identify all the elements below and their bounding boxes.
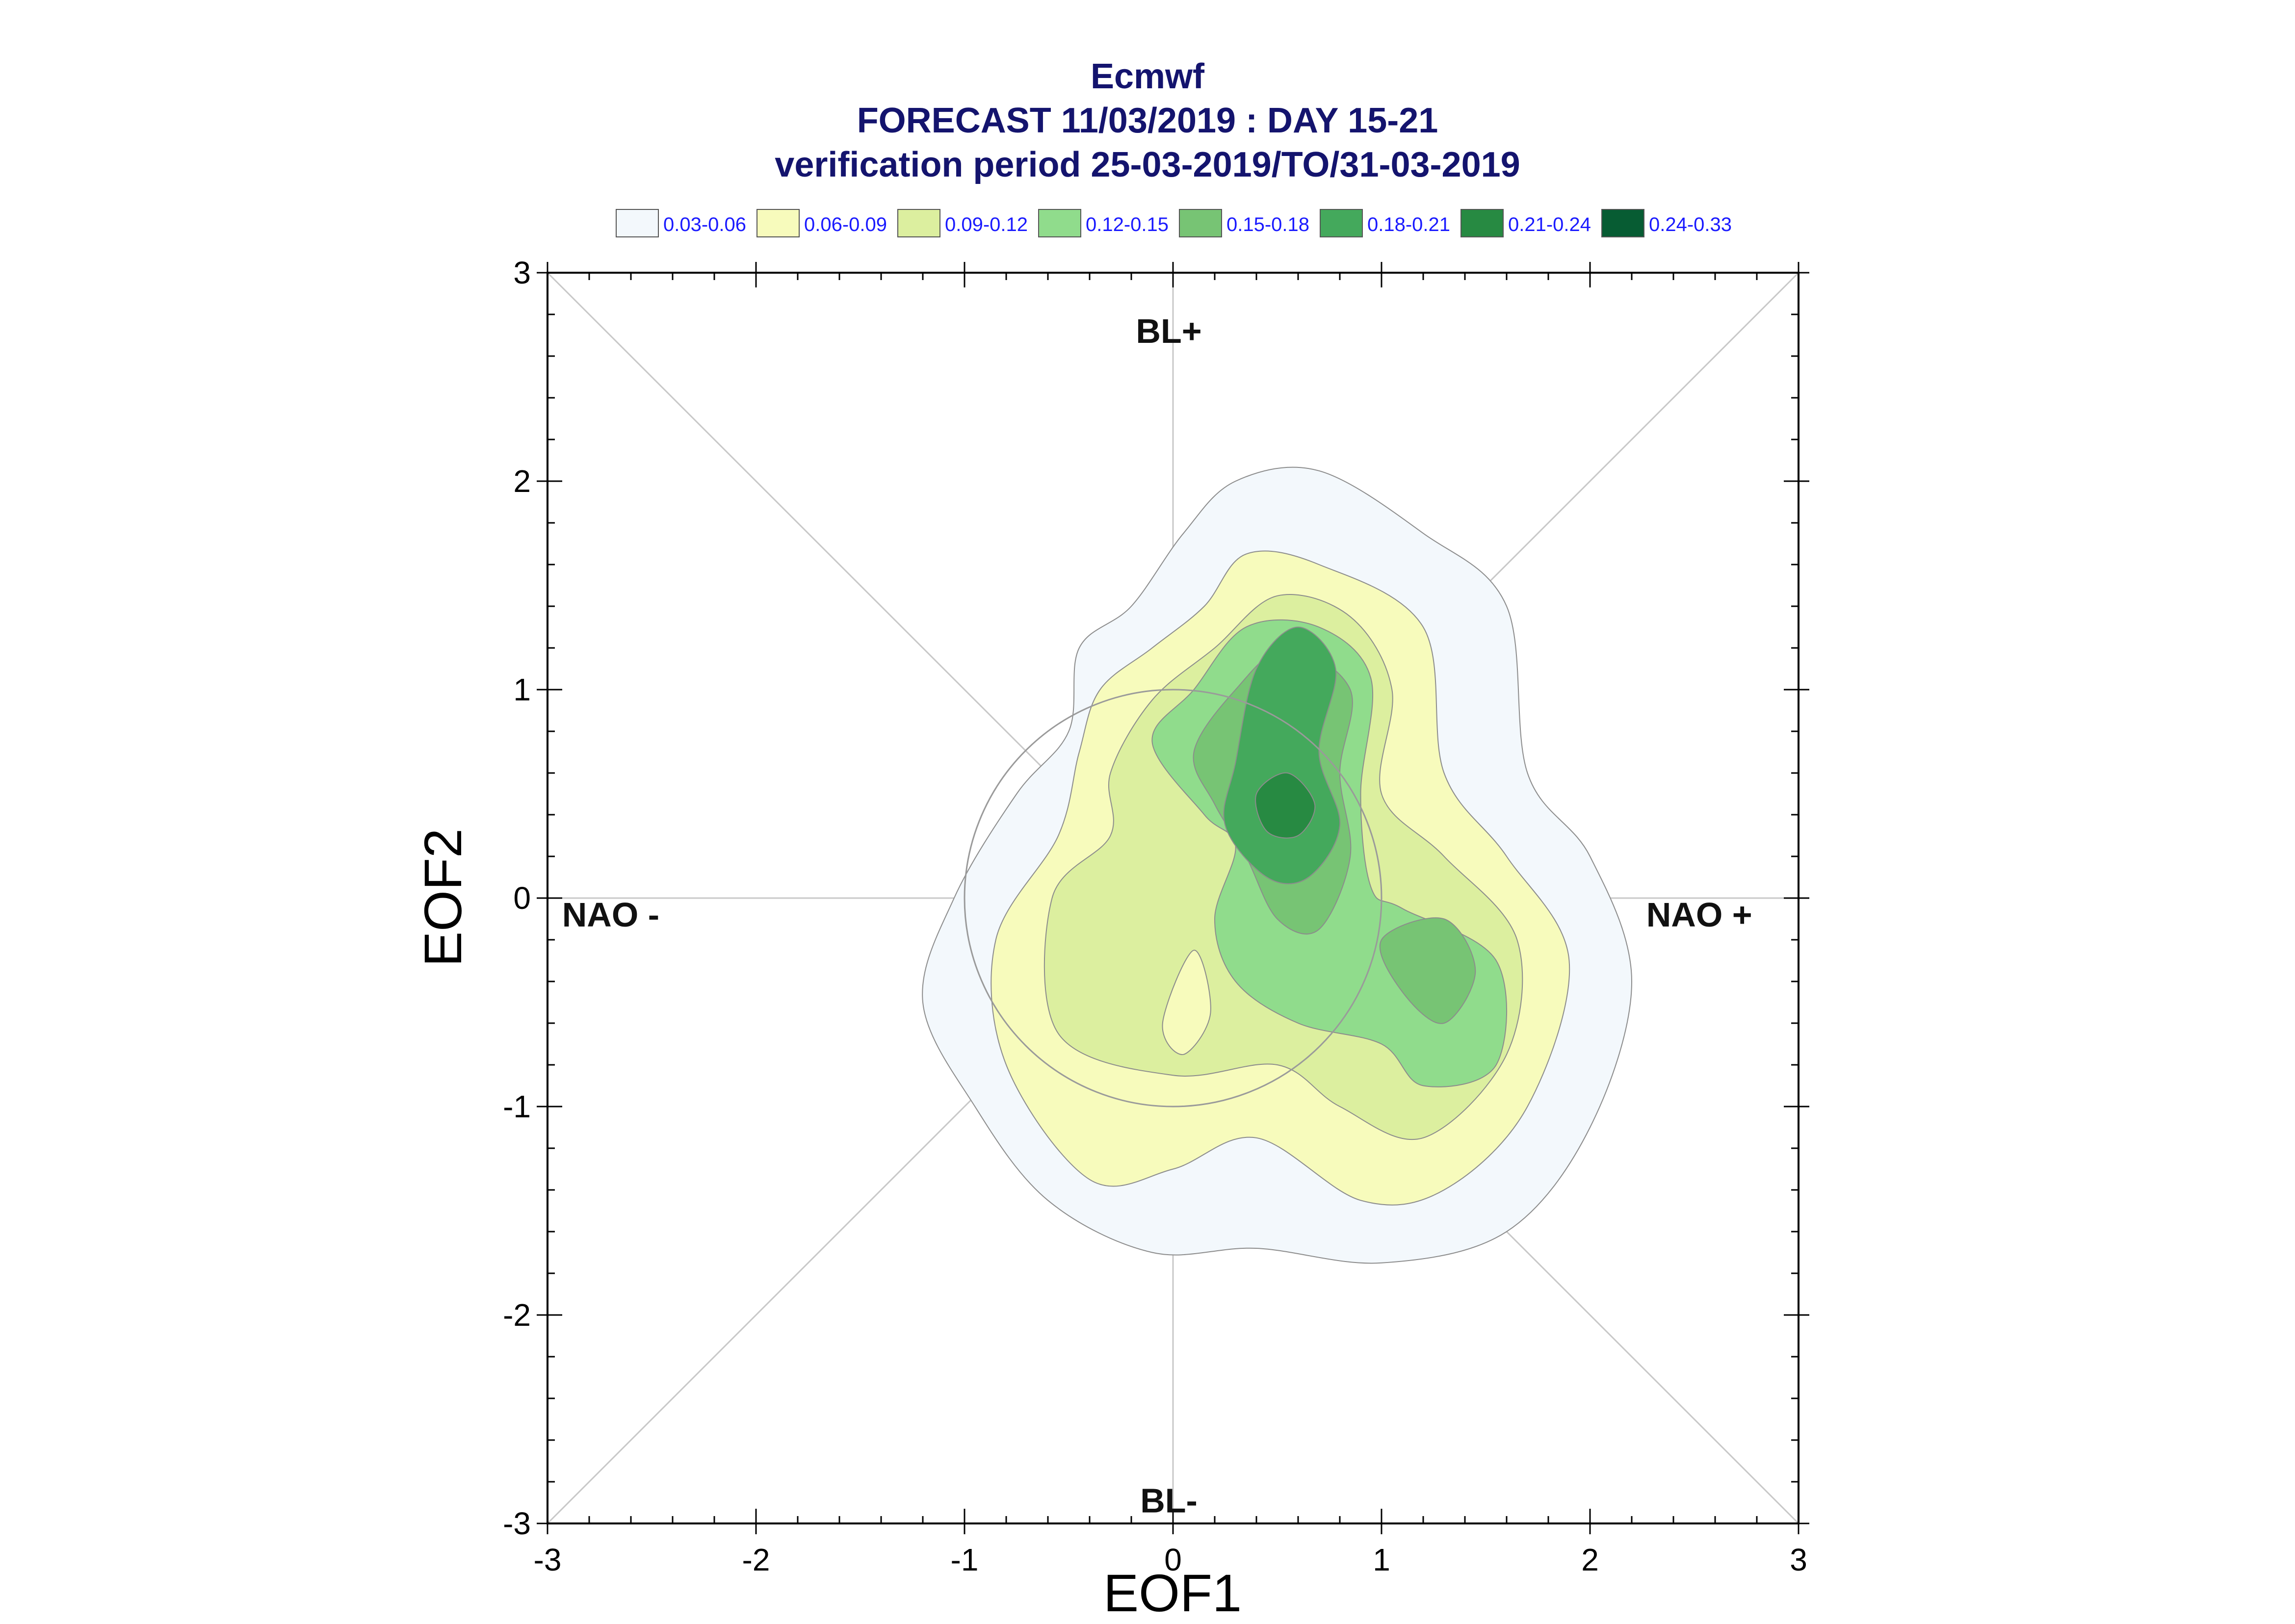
legend-swatch [1460, 209, 1504, 237]
x-tick-label: 3 [1790, 1542, 1807, 1577]
legend-label: 0.03-0.06 [663, 214, 746, 235]
y-tick-label: -1 [503, 1089, 531, 1124]
plot-area: -3 -2 -1 0 1 2 3 -3 -2 -1 0 1 2 3 BL+ BL- NAO - NAO + [503, 255, 1809, 1577]
legend-swatch [756, 209, 800, 237]
region-label-top: BL+ [1136, 312, 1201, 350]
contour-level [1379, 917, 1476, 1024]
legend-swatch [616, 209, 659, 237]
legend-swatch [1179, 209, 1222, 237]
x-tick-label: -3 [534, 1542, 562, 1577]
reference-circle [964, 689, 1382, 1108]
region-label-left: NAO - [562, 896, 659, 934]
legend: 0.03-0.06 0.06-0.09 0.09-0.12 0.12-0.15 0.15… [616, 209, 1732, 237]
contour-level [1255, 772, 1316, 839]
chart-subtitle: FORECAST 11/03/2019 : DAY 15-21 [857, 101, 1438, 140]
legend-label: 0.21-0.24 [1508, 214, 1591, 235]
y-tick-label: 0 [513, 880, 531, 916]
region-label-bottom: BL- [1140, 1481, 1198, 1520]
legend-label: 0.09-0.12 [945, 214, 1028, 235]
y-tick-label: 2 [513, 464, 531, 499]
chart-subtitle-2: verification period 25-03-2019/TO/31-03-… [775, 145, 1520, 184]
legend-label: 0.18-0.21 [1367, 214, 1450, 235]
y-tick-label: 3 [513, 255, 531, 290]
legend-label: 0.06-0.09 [804, 214, 887, 235]
legend-swatch [897, 209, 940, 237]
x-tick-label: -1 [951, 1542, 979, 1577]
x-tick-label: 1 [1373, 1542, 1390, 1577]
legend-label: 0.15-0.18 [1226, 214, 1309, 235]
legend-swatch [1038, 209, 1081, 237]
legend-label: 0.12-0.15 [1086, 214, 1169, 235]
x-tick-label: -2 [742, 1542, 770, 1577]
chart-title: Ecmwf [1091, 57, 1205, 96]
y-tick-label: 1 [513, 672, 531, 707]
y-axis-label: EOF2 [413, 828, 472, 967]
x-tick-label: 2 [1581, 1542, 1599, 1577]
x-axis-label: EOF1 [1103, 1563, 1242, 1623]
legend-swatch [1320, 209, 1363, 237]
y-tick-label: -3 [503, 1506, 531, 1541]
legend-label: 0.24-0.33 [1649, 214, 1732, 235]
y-tick-label: -2 [503, 1297, 531, 1333]
legend-swatch [1601, 209, 1644, 237]
x-tick-label: 0 [1164, 1542, 1182, 1577]
region-label-right: NAO + [1646, 896, 1752, 934]
contour-level [1162, 950, 1211, 1055]
